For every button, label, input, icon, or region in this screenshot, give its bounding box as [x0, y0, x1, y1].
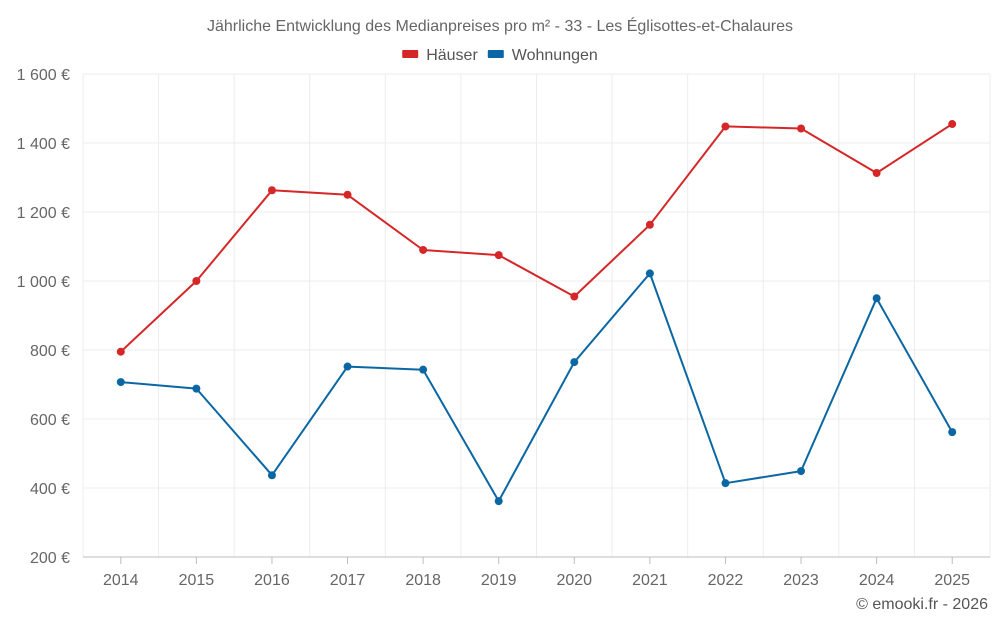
legend-item-wohnungen[interactable]: Wohnungen: [487, 47, 598, 64]
data-point-wohnungen[interactable]: [494, 497, 503, 506]
x-tick-label: 2020: [556, 572, 592, 589]
credit-text: © emooki.fr - 2026: [856, 596, 988, 613]
x-tick-label: 2015: [179, 572, 215, 589]
legend: Häuser Wohnungen: [402, 47, 598, 64]
data-point-haeuser[interactable]: [948, 120, 957, 129]
series-haeuser: [116, 120, 957, 356]
data-point-haeuser[interactable]: [419, 245, 428, 254]
legend-label: Wohnungen: [512, 47, 598, 64]
data-point-wohnungen[interactable]: [721, 479, 730, 488]
data-point-wohnungen[interactable]: [192, 384, 201, 393]
x-tick-label: 2022: [708, 572, 744, 589]
series-wohnungen: [116, 269, 957, 506]
chart-title: Jährliche Entwicklung des Medianpreises …: [207, 16, 793, 35]
y-tick-label: 800 €: [30, 343, 70, 360]
x-tick-label: 2023: [783, 572, 819, 589]
x-tick-label: 2021: [632, 572, 668, 589]
data-point-wohnungen[interactable]: [645, 269, 654, 278]
series-line-haeuser: [120, 123, 953, 353]
data-point-wohnungen[interactable]: [343, 362, 352, 371]
data-point-haeuser[interactable]: [343, 190, 352, 199]
x-tick-label: 2019: [481, 572, 517, 589]
legend-label: Häuser: [426, 47, 478, 64]
y-tick-label: 1 000 €: [17, 274, 70, 291]
y-tick-label: 1 200 €: [17, 205, 70, 222]
data-point-haeuser[interactable]: [267, 186, 276, 195]
data-point-wohnungen[interactable]: [116, 378, 125, 387]
data-point-wohnungen[interactable]: [797, 467, 806, 476]
y-tick-label: 1 400 €: [17, 136, 70, 153]
data-point-haeuser[interactable]: [116, 347, 125, 356]
series-line-wohnungen: [120, 272, 954, 503]
series-group: [116, 120, 957, 506]
y-tick-label: 600 €: [30, 412, 70, 429]
data-point-haeuser[interactable]: [192, 277, 201, 285]
x-tick-label: 2025: [934, 572, 970, 589]
y-tick-label: 1 600 €: [17, 67, 70, 84]
axes: 200 € 400 € 600 € 800 € 1 000 € 1 200 € 1 400 …: [17, 67, 990, 589]
data-point-haeuser[interactable]: [494, 251, 503, 260]
data-point-haeuser[interactable]: [570, 292, 579, 301]
grid: [82, 73, 991, 558]
x-tick-label: 2017: [330, 572, 366, 589]
data-point-wohnungen[interactable]: [948, 428, 957, 437]
data-point-haeuser[interactable]: [721, 122, 730, 131]
x-tick-label: 2024: [859, 572, 895, 589]
data-point-wohnungen[interactable]: [872, 294, 881, 303]
y-tick-label: 400 €: [30, 481, 70, 498]
data-point-haeuser[interactable]: [872, 169, 881, 178]
data-point-wohnungen[interactable]: [570, 358, 579, 367]
x-tick-label: 2018: [405, 572, 441, 589]
data-point-wohnungen[interactable]: [419, 365, 428, 374]
data-point-wohnungen[interactable]: [267, 471, 276, 480]
x-tick-label: 2014: [103, 572, 139, 589]
legend-item-haeuser[interactable]: Häuser: [402, 47, 478, 64]
data-point-haeuser[interactable]: [645, 220, 654, 229]
data-point-haeuser[interactable]: [797, 124, 806, 133]
legend-swatch: [487, 50, 504, 58]
legend-swatch: [402, 50, 419, 58]
y-tick-label: 200 €: [30, 550, 70, 567]
x-tick-label: 2016: [254, 572, 290, 589]
